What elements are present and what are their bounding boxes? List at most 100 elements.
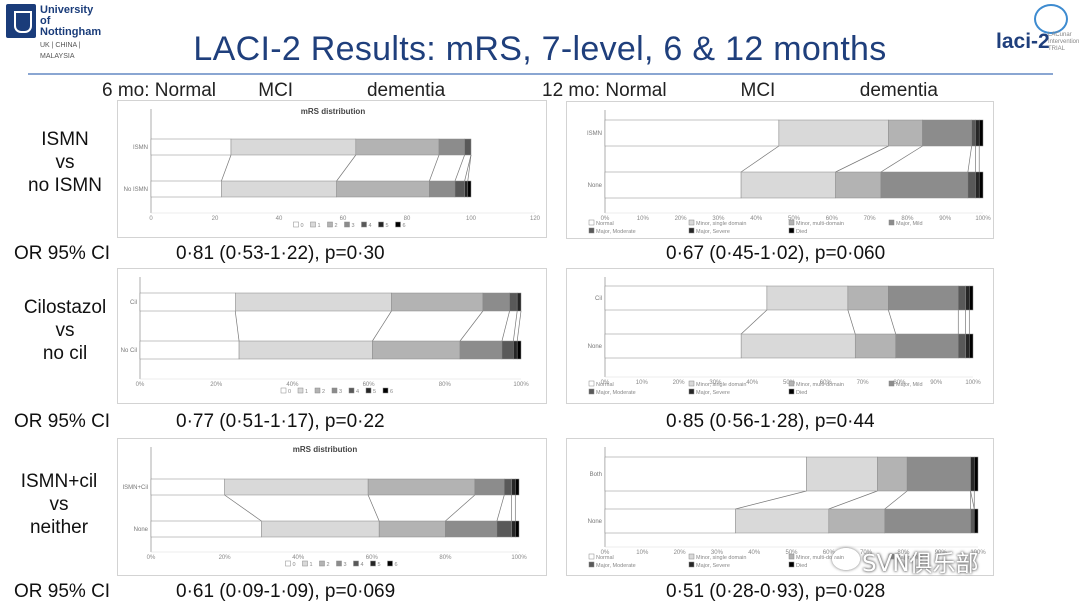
connector-line	[970, 490, 975, 510]
bar-segment	[511, 520, 516, 538]
connector-line	[459, 310, 484, 342]
legend-swatch	[378, 221, 384, 228]
legend-label: Major, Severe	[696, 563, 730, 569]
tick-label: 0%	[147, 555, 156, 561]
logo-subtitle: UK | CHINA | MALAYSIA	[40, 42, 81, 60]
or-value-12mo: 0·85 (0·56-1·28), p=0·44	[666, 411, 875, 432]
connector-line	[221, 154, 232, 182]
connector-line	[828, 490, 878, 510]
connector-line	[454, 154, 465, 182]
legend-label: 4	[369, 223, 372, 229]
legend-label: Normal	[596, 382, 614, 388]
row-label-line: vs	[55, 152, 75, 173]
bar-segment	[474, 478, 505, 496]
tick-label: 80%	[897, 550, 910, 556]
bar-segment	[604, 333, 742, 359]
or-value-6mo: 0·61 (0·09-1·09), p=0·069	[176, 581, 396, 602]
bar-segment	[367, 478, 476, 496]
legend-label: Died	[796, 390, 807, 396]
tick-label: 40%	[750, 216, 763, 222]
category-label: ISMN	[587, 131, 602, 137]
category-label: None	[588, 183, 603, 189]
connector-line	[735, 490, 807, 510]
bar-segment	[604, 285, 768, 311]
row-label-line: vs	[55, 320, 75, 341]
chart-panel-ismn-12mo: ISMN None 0% 10% 20% 30% 40% 50% 60% 70% 80% 90% 100…	[566, 101, 994, 239]
bar-segment	[501, 340, 514, 360]
bar-segment	[235, 292, 392, 312]
tick-label: 10%	[636, 550, 649, 556]
or-value-6mo: 0·77 (0·51-1·17), p=0·22	[176, 411, 385, 432]
bar-segment	[516, 292, 522, 312]
legend-label: Minor, multi-domain	[796, 382, 844, 388]
row-label-line: ISMN+cil	[20, 471, 98, 492]
bar-segment	[740, 171, 836, 199]
tick-label: 80%	[893, 380, 906, 386]
category-label: Cil	[130, 300, 137, 306]
legend-swatch	[888, 380, 895, 387]
legend-label: Major, Mild	[896, 221, 923, 227]
legend-label: 6	[390, 389, 393, 395]
chart-cil-12mo: CilNone0%10%20%30%40%50%60%70%80%90%100%…	[588, 277, 981, 396]
tick-label: 70%	[857, 380, 870, 386]
tick-label: 70%	[864, 216, 877, 222]
university-logo: University of Nottingham UK | CHINA | MA…	[6, 4, 106, 60]
tick-label: 10%	[636, 380, 649, 386]
or-label: OR 95% CI	[14, 243, 111, 264]
bar-segment	[355, 138, 440, 156]
legend-swatch	[297, 387, 304, 394]
tick-label: 20%	[673, 380, 686, 386]
tick-label: 40%	[746, 380, 759, 386]
legend-swatch	[588, 380, 595, 387]
legend-label: 3	[339, 389, 342, 395]
legend-swatch	[688, 227, 695, 234]
legend-label: Normal	[596, 555, 614, 561]
row-label-line: vs	[49, 494, 69, 515]
connector-line	[429, 154, 440, 182]
legend-label: 1	[305, 389, 308, 395]
legend-label: 5	[378, 562, 381, 568]
bar-segment	[906, 456, 971, 492]
row-label-ismn: ISMN vs no ISMN	[0, 128, 130, 197]
legend-swatch	[688, 561, 695, 568]
legend-swatch	[353, 560, 359, 567]
connector-line	[880, 145, 923, 173]
bar-segment	[604, 456, 807, 492]
chart-panel-ismn-6mo: mRS distribution ISMN No ISMN 0 20 40 60 80 100 1…	[117, 100, 547, 238]
tick-label: 20%	[675, 216, 688, 222]
legend-swatch	[331, 387, 338, 394]
tick-label: 0%	[136, 382, 145, 388]
legend-swatch	[588, 388, 595, 395]
bar-segment	[888, 119, 923, 147]
category-label: Both	[590, 472, 602, 478]
tick-label: 0	[149, 216, 153, 222]
tick-label: 60%	[363, 382, 376, 388]
chart-group: mRS distribution ISMN+Cil None 0% 20% 40% 60% 8…	[122, 445, 527, 568]
category-label: None	[588, 344, 603, 350]
trial-logo: laci-2 LACunar Intervention TRIAL	[990, 2, 1079, 68]
legend-swatch	[314, 387, 321, 394]
legend-swatch	[348, 387, 355, 394]
legend-swatch	[361, 221, 367, 228]
bar-segment	[978, 171, 984, 199]
column-header-6mo: 6 mo: Normal MCI dementia	[102, 80, 446, 101]
legend-swatch	[302, 560, 308, 567]
legend-label: 1	[310, 562, 313, 568]
tick-label: 70%	[860, 550, 873, 556]
connector-line	[847, 309, 856, 335]
legend-label: Minor, single domain	[696, 555, 746, 561]
bar-segment	[459, 340, 503, 360]
legend-label: 6	[403, 223, 406, 229]
tick-label: 0%	[601, 216, 610, 222]
tick-label: 20	[212, 216, 219, 222]
row-label-line: Cilostazol	[23, 297, 107, 318]
bar-segment	[888, 285, 959, 311]
legend-swatch	[688, 553, 695, 560]
slide-title: LACI-2 Results: mRS, 7-level, 6 & 12 mon…	[193, 30, 887, 68]
category-label: Cil	[595, 296, 602, 302]
bar-segment	[221, 180, 337, 198]
tick-label: 120	[530, 216, 541, 222]
legend-swatch	[310, 221, 316, 228]
legend-label: 1	[318, 223, 321, 229]
